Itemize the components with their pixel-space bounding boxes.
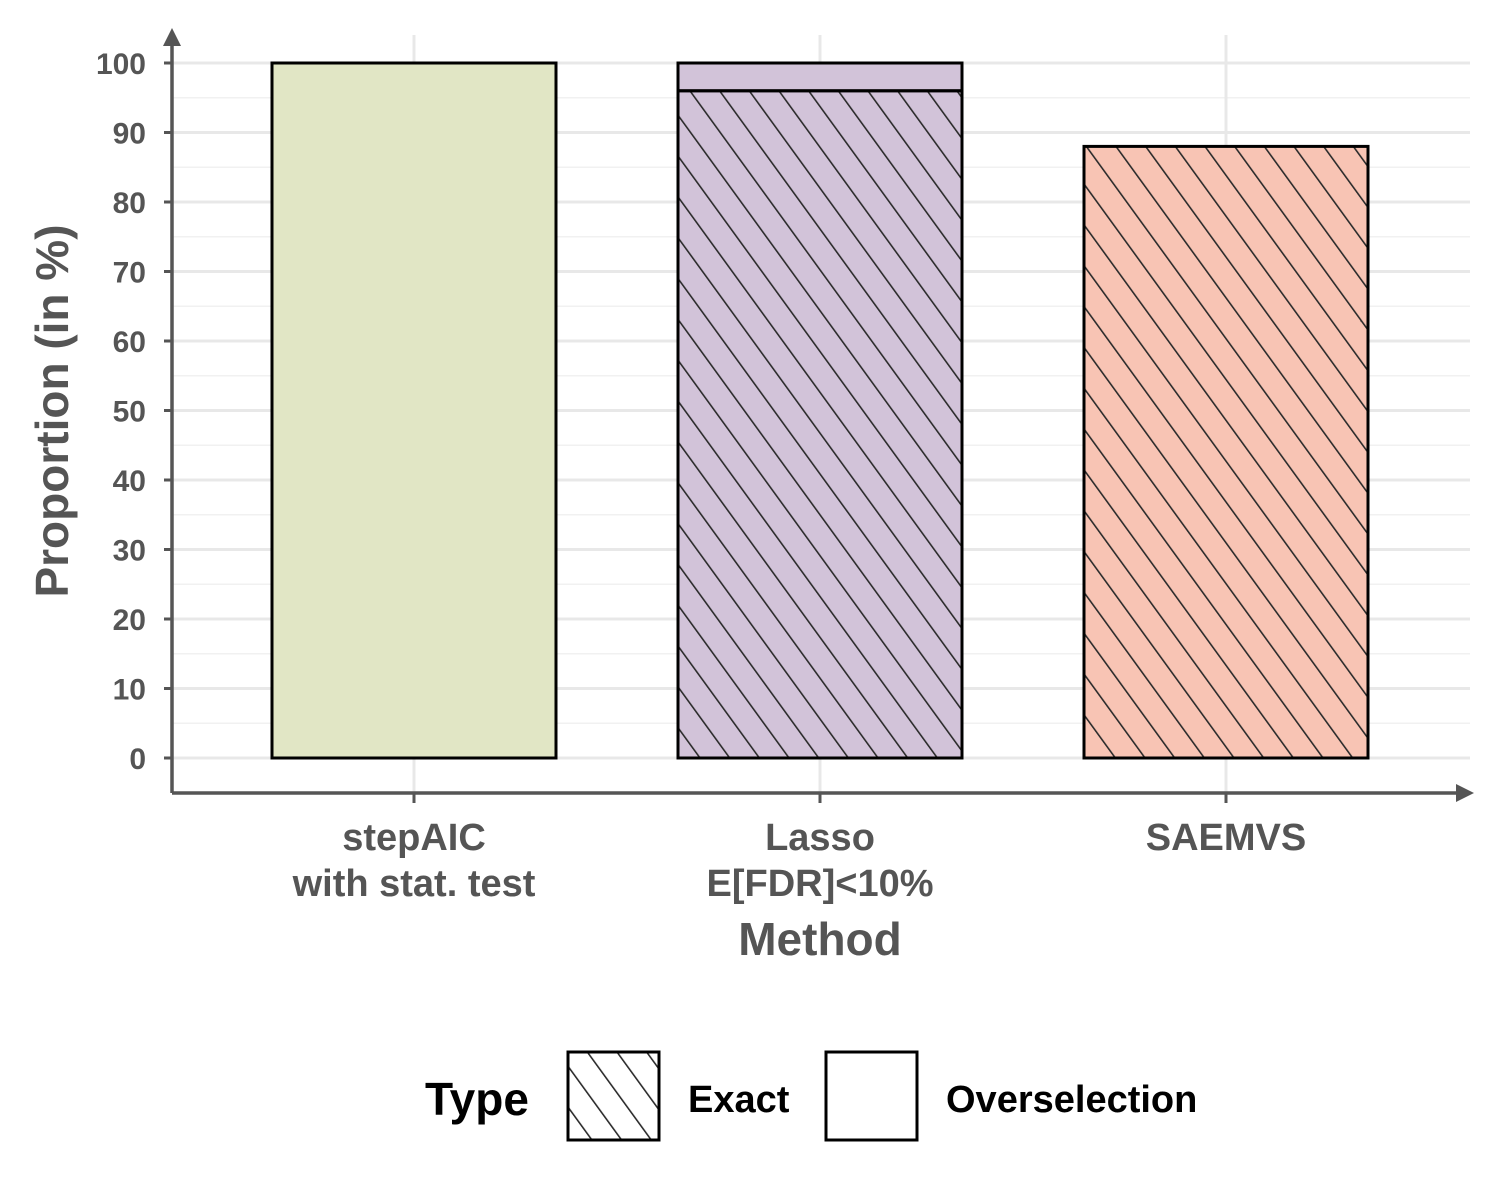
x-axis-title: Method	[738, 913, 902, 965]
x-tick-label: E[FDR]<10%	[707, 863, 934, 905]
x-tick-label: SAEMVS	[1146, 817, 1306, 859]
legend-label-exact: Exact	[688, 1079, 790, 1121]
axes	[163, 28, 1474, 803]
y-tick-label: 100	[96, 48, 146, 81]
x-tick-label: with stat. test	[292, 863, 536, 905]
bar-exact-hatch	[1084, 146, 1368, 758]
x-tick-label: stepAIC	[342, 817, 486, 859]
legend-label-overselection: Overselection	[946, 1079, 1197, 1121]
y-tick-label: 0	[129, 743, 146, 776]
bar-exact-outline	[1082, 144, 1370, 760]
y-axis-title: Proportion (in %)	[26, 224, 78, 597]
bar-overselection	[678, 63, 962, 91]
y-tick-label: 30	[113, 535, 146, 568]
legend: Type Exact Overselection	[425, 1050, 1197, 1142]
y-tick-label: 50	[113, 396, 146, 429]
bar-exact-hatch	[678, 90, 962, 759]
bar-overselection	[272, 63, 556, 758]
y-tick-label: 90	[113, 118, 146, 151]
y-tick-label: 20	[113, 604, 146, 637]
legend-key-exact	[566, 1050, 661, 1142]
y-tick-labels: 0 10 20 30 40 50 60 70 80 90 100	[96, 48, 146, 776]
y-tick-label: 10	[113, 674, 146, 707]
bar-overselection-outline	[270, 61, 558, 760]
bars	[270, 61, 1370, 760]
y-tick-label: 60	[113, 326, 146, 359]
y-tick-label: 80	[113, 187, 146, 220]
y-axis-arrow	[163, 28, 181, 46]
legend-key-overselection	[824, 1050, 919, 1142]
bar-overselection-outline	[676, 61, 964, 93]
y-tick-label: 40	[113, 465, 146, 498]
y-tick-label: 70	[113, 257, 146, 290]
x-axis-arrow	[1456, 784, 1474, 802]
legend-title: Type	[425, 1073, 529, 1125]
x-tick-label: Lasso	[765, 817, 875, 859]
